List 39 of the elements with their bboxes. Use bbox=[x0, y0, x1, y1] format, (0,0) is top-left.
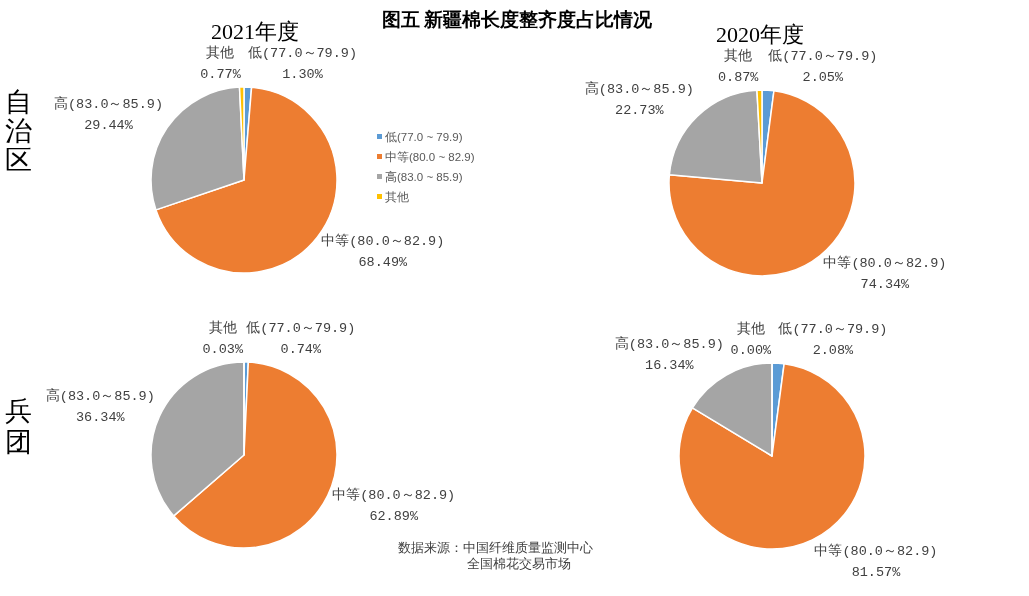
source-note: 数据来源：中国纤维质量监测中心 bbox=[398, 540, 593, 555]
data-label: 其他 0.77% bbox=[200, 45, 242, 83]
chart-title: 2021年度 bbox=[211, 19, 299, 44]
slice-label: 其他 bbox=[208, 320, 237, 336]
legend-label: 低(77.0 ~ 79.9) bbox=[385, 131, 463, 143]
data-label: 高(83.0～85.9) 29.44% bbox=[53, 95, 163, 133]
text: 图五 新疆棉长度整齐度占比情况 bbox=[381, 9, 654, 30]
data-label: 0.87% bbox=[717, 70, 760, 86]
data-label: 36.34% bbox=[76, 410, 126, 426]
text: 0.00% bbox=[730, 343, 772, 358]
data-label: 22.73% bbox=[615, 102, 665, 118]
slice-label: 高(83.0～85.9) bbox=[614, 336, 724, 353]
data-label: 0.74% bbox=[280, 342, 322, 358]
slice-label: 中等(80.0～82.9) bbox=[332, 487, 456, 504]
slice-label: 高(83.0～85.9) bbox=[45, 388, 155, 405]
slice-label: 低(77.0～79.9) bbox=[246, 320, 356, 337]
data-label: 16.34% bbox=[645, 358, 695, 374]
slice-label: 低(77.0～79.9) bbox=[768, 48, 878, 65]
data-label: 81.57% bbox=[851, 564, 902, 580]
slice-label: 中等(80.0～82.9) bbox=[814, 542, 938, 559]
text: 全国棉花交易市场 bbox=[467, 556, 571, 571]
data-label: 62.89% bbox=[369, 509, 419, 525]
data-label: 中等(80.0～82.9) 68.49% bbox=[321, 233, 445, 271]
data-label: 2.08% bbox=[812, 343, 855, 359]
legend-label: 高(83.0 ~ 85.9) bbox=[385, 170, 463, 183]
chart-title: 2020年度 bbox=[716, 22, 804, 47]
slice-label: 中等(80.0～82.9) bbox=[823, 255, 947, 272]
text: 自治区 bbox=[4, 87, 32, 175]
data-label: 0.03% bbox=[202, 342, 244, 357]
category-label: 其他 bbox=[736, 322, 765, 337]
slice-label: 低(77.0～79.9) bbox=[778, 321, 888, 338]
data-label: 低(77.0～79.9) 1.30% bbox=[248, 45, 358, 83]
data-label: 2.05% bbox=[802, 70, 844, 86]
text: 兵团 bbox=[4, 396, 32, 457]
legend-label: 中等(80.0 ~ 82.9) bbox=[385, 151, 475, 163]
legend-label: 其他 bbox=[385, 191, 409, 203]
slice-label: 高(83.0～85.9) bbox=[584, 80, 694, 97]
slice-label: 其他 bbox=[724, 48, 753, 65]
data-label: 74.34% bbox=[860, 277, 911, 293]
